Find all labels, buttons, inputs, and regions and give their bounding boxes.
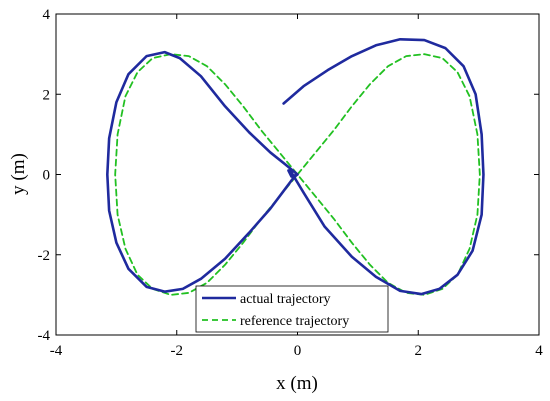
- x-axis-label: x (m): [276, 373, 318, 394]
- y-axis-label: y (m): [8, 153, 29, 195]
- y-tick-label: 4: [43, 7, 51, 23]
- x-tick-label: 4: [535, 343, 543, 359]
- legend-label-reference: reference trajectory: [240, 314, 349, 329]
- series-lines: [106, 37, 485, 296]
- x-tick-label: 0: [294, 343, 302, 359]
- axis-tick-labels: -4 -2 0 2 4 -4 -2 0 2 4: [38, 7, 544, 359]
- y-tick-label: -4: [38, 328, 51, 344]
- y-tick-label: 0: [43, 168, 51, 184]
- x-tick-label: -2: [171, 343, 184, 359]
- axis-ticks: [55, 13, 540, 336]
- legend: actual trajectory reference trajectory: [195, 285, 389, 333]
- y-tick-label: -2: [38, 248, 51, 264]
- legend-label-actual: actual trajectory: [240, 292, 331, 307]
- x-tick-label: -4: [50, 343, 63, 359]
- y-tick-label: 2: [43, 87, 51, 103]
- legend-box: [195, 285, 389, 333]
- x-tick-label: 2: [415, 343, 423, 359]
- actual-trajectory-line: [106, 37, 485, 296]
